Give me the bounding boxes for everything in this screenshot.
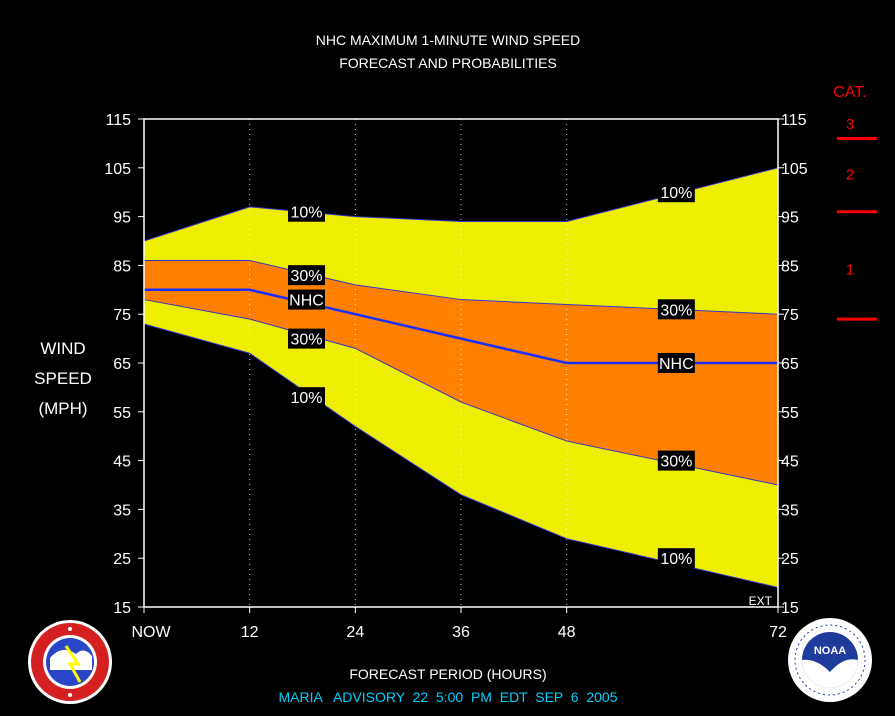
annotation-label-3: 30% — [290, 332, 322, 349]
band-30-percent — [144, 260, 778, 485]
y-tick-label-left-55: 55 — [113, 405, 131, 422]
category-label-1: 1 — [846, 261, 854, 278]
annotation-box-6 — [657, 299, 695, 320]
y-axis-label-line3: (MPH) — [38, 399, 87, 418]
annotation-box-9 — [657, 548, 695, 569]
y-tick-label-left-105: 105 — [104, 161, 131, 178]
annotation-label-5: 10% — [660, 185, 692, 202]
y-tick-label-right-15: 15 — [781, 600, 799, 617]
line-nhc-forecast — [144, 288, 778, 365]
y-axis-ticks: 15 15 25 25 35 35 45 45 55 55 65 65 75 75 85 85 95 95 105 1… — [104, 112, 808, 617]
y-tick-label-right-75: 75 — [781, 307, 799, 324]
advisory-line: MARIA ADVISORY 22 5:00 PM EDT SEP 6 2005 — [278, 689, 617, 705]
y-tick-label-left-45: 45 — [113, 454, 131, 471]
y-tick-label-right-105: 105 — [781, 161, 808, 178]
annotation-box-8 — [657, 450, 695, 471]
annotation-box-3 — [288, 328, 325, 349]
y-tick-label-left-115: 115 — [105, 112, 131, 129]
y-tick-label-right-95: 95 — [781, 210, 799, 227]
y-tick-label-left-35: 35 — [113, 502, 131, 519]
category-label-3: 3 — [846, 116, 854, 133]
chart-title-line2: FORECAST AND PROBABILITIES — [339, 55, 557, 71]
annotation-box-2 — [288, 289, 325, 310]
line-upper-10 — [143, 167, 779, 242]
series-annotations: 10% 30% NHC 30% 10% 10% 30% NHC 30% 10% — [288, 182, 695, 569]
x-axis-label: FORECAST PERIOD (HOURS) — [349, 666, 546, 682]
x-tick-label-36: 36 — [452, 624, 470, 641]
line-lower-30 — [143, 299, 779, 486]
x-tick-label-0: NOW — [131, 624, 171, 641]
x-tick-label-48: 48 — [558, 624, 576, 641]
annotation-box-5 — [657, 182, 695, 203]
category-scale: 3 2 1 — [837, 116, 877, 321]
y-tick-label-right-115: 115 — [781, 112, 807, 129]
annotation-label-9: 10% — [660, 551, 692, 568]
annotation-label-1: 30% — [290, 268, 322, 285]
series-lines — [143, 167, 779, 588]
y-tick-label-left-85: 85 — [113, 258, 131, 275]
annotation-label-2: NHC — [289, 293, 324, 310]
ext-label: EXT — [749, 594, 773, 608]
category-header: CAT. — [833, 84, 866, 101]
y-tick-label-right-45: 45 — [781, 454, 799, 471]
annotation-box-0 — [288, 201, 325, 222]
y-tick-label-left-65: 65 — [113, 356, 131, 373]
y-axis-label-line1: WIND — [40, 339, 85, 358]
y-tick-label-left-25: 25 — [113, 551, 131, 568]
line-lower-10 — [143, 323, 779, 588]
y-tick-label-right-55: 55 — [781, 405, 799, 422]
x-tick-label-72: 72 — [769, 624, 787, 641]
y-axis-label-line2: SPEED — [34, 369, 92, 388]
y-tick-label-right-25: 25 — [781, 551, 799, 568]
y-tick-label-right-65: 65 — [781, 356, 799, 373]
svg-text:NOAA: NOAA — [814, 645, 846, 657]
y-tick-label-left-75: 75 — [113, 307, 131, 324]
chart-title-line1: NHC MAXIMUM 1-MINUTE WIND SPEED — [316, 32, 580, 48]
y-tick-label-right-35: 35 — [781, 502, 799, 519]
noaa-logo: NOAA — [788, 618, 872, 702]
x-tick-label-12: 12 — [241, 624, 259, 641]
x-tick-label-24: 24 — [346, 624, 364, 641]
y-tick-label-right-85: 85 — [781, 258, 799, 275]
annotation-box-4 — [288, 387, 325, 408]
annotation-label-8: 30% — [660, 454, 692, 471]
category-label-2: 2 — [846, 167, 854, 184]
x-axis-ticks: NOW 12 24 36 48 72 — [131, 607, 787, 641]
annotation-box-7 — [657, 353, 695, 373]
annotation-label-4: 10% — [290, 390, 322, 407]
y-tick-label-left-95: 95 — [113, 210, 131, 227]
annotation-label-6: 30% — [660, 302, 692, 319]
annotation-label-7: NHC — [659, 356, 694, 373]
nws-logo — [28, 620, 112, 704]
y-tick-label-left-15: 15 — [113, 600, 131, 617]
annotation-label-0: 10% — [290, 205, 322, 222]
annotation-box-1 — [288, 265, 325, 286]
line-upper-30 — [144, 260, 779, 315]
